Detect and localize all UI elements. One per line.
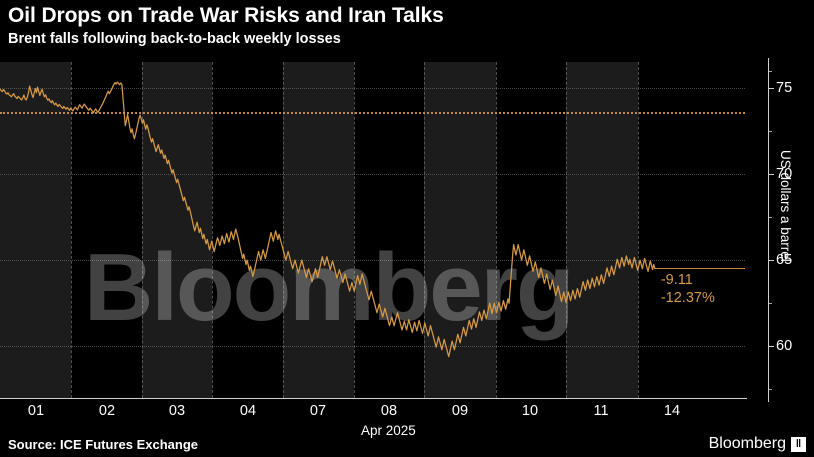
x-axis-tick-label: 10: [521, 403, 539, 419]
change-absolute-label: -9.11: [660, 272, 693, 289]
x-axis-tick-label: 02: [98, 403, 116, 419]
session-divider: [142, 62, 143, 398]
x-axis-tick-label: 08: [380, 403, 398, 419]
y-axis-title: US dollars a barrel: [778, 150, 793, 262]
session-divider: [212, 62, 213, 398]
session-divider: [638, 62, 639, 398]
page-title: Oil Drops on Trade War Risks and Iran Ta…: [8, 4, 444, 27]
chart-header: Oil Drops on Trade War Risks and Iran Ta…: [8, 0, 798, 49]
x-axis-tick-label: 04: [239, 403, 257, 419]
plot-canvas: Bloomberg: [0, 62, 745, 398]
x-axis-tick-label: 09: [451, 403, 469, 419]
brand-label: Bloomberg: [708, 435, 786, 452]
x-axis-spine: [0, 398, 747, 399]
session-divider: [71, 62, 72, 398]
y-axis-tick-label: 60: [776, 338, 793, 355]
y-axis-tick-label: 65: [776, 252, 793, 269]
x-axis-tick-label: 07: [309, 403, 327, 419]
x-axis-tick-label: 01: [27, 403, 45, 419]
bloomberg-brand: Bloomberg ‖: [709, 435, 806, 453]
session-divider: [283, 62, 284, 398]
last-value-line: [654, 268, 745, 270]
gridline: [0, 174, 745, 175]
gridline: [0, 346, 745, 348]
y-axis-minor-tick: [768, 70, 772, 72]
y-axis-tick: [768, 260, 774, 262]
y-axis-tick: [768, 87, 774, 89]
y-axis-minor-tick: [768, 389, 772, 391]
session-band: [566, 62, 638, 398]
x-axis-tick-label: 03: [168, 403, 186, 419]
session-band: [0, 62, 71, 398]
session-divider: [424, 62, 425, 398]
bloomberg-logo-icon: ‖: [791, 436, 806, 452]
price-series-line: [0, 81, 656, 358]
gridline: [0, 260, 745, 262]
chart-footer: Source: ICE Futures Exchange Bloomberg ‖: [0, 434, 814, 457]
change-percent-label: -12.37%: [660, 290, 715, 307]
page-subtitle: Brent falls following back-to-back weekl…: [8, 31, 341, 47]
y-axis-minor-tick: [768, 217, 772, 219]
y-axis: 60 65 70 75 US dollars a barrel: [745, 58, 814, 402]
y-axis-tick: [768, 346, 774, 348]
gridline: [0, 87, 745, 89]
session-divider: [566, 62, 567, 398]
session-band: [283, 62, 354, 398]
y-axis-tick-label: 70: [776, 166, 793, 182]
y-axis-tick-label: 75: [776, 79, 793, 96]
y-axis-tick: [768, 174, 774, 175]
reference-level-line: [0, 111, 745, 114]
chart-plot-area: Bloomberg -9.11 -12.37% 60 65 70 75 US doll…: [0, 58, 814, 402]
x-axis-title: Apr 2025: [361, 423, 416, 438]
y-axis-minor-tick: [768, 303, 772, 305]
x-axis: 01 02 03 04 07 08 09 10 11 14 Apr 2025: [0, 398, 814, 438]
x-axis-tick-label: 14: [663, 403, 681, 419]
x-axis-tick-label: 11: [593, 403, 609, 419]
y-axis-spine: [768, 58, 769, 402]
session-divider: [354, 62, 355, 398]
session-divider: [496, 62, 497, 398]
y-axis-minor-tick: [768, 130, 772, 132]
source-label: Source: ICE Futures Exchange: [8, 437, 198, 452]
